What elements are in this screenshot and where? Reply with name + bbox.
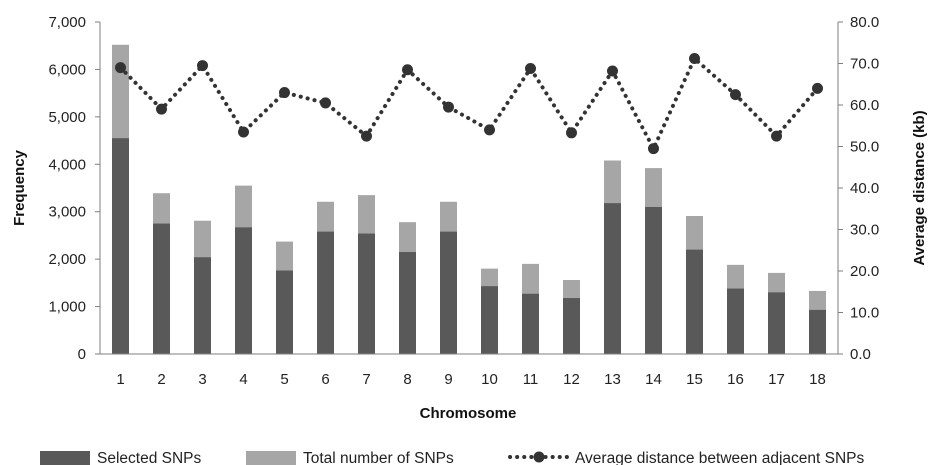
x-tick-label-17: 17 xyxy=(768,371,785,388)
x-tick-label-9: 9 xyxy=(444,371,452,388)
bar-selected-snps-chr-15 xyxy=(686,249,703,354)
avg-distance-point-chr-3 xyxy=(197,60,208,72)
x-tick-label-6: 6 xyxy=(321,371,329,388)
avg-distance-point-chr-14 xyxy=(648,143,659,155)
avg-distance-point-chr-11 xyxy=(525,62,536,74)
y2-tick-label: 50.0 xyxy=(850,139,879,156)
x-tick-label-8: 8 xyxy=(403,371,411,388)
x-axis-title: Chromosome xyxy=(420,405,517,422)
line-layer xyxy=(115,53,823,155)
bar-selected-snps-chr-16 xyxy=(727,288,744,354)
x-tick-label-15: 15 xyxy=(686,371,703,388)
bar-selected-snps-chr-10 xyxy=(481,286,498,354)
bar-selected-snps-chr-9 xyxy=(440,231,457,354)
x-tick-label-13: 13 xyxy=(604,371,621,388)
avg-distance-point-chr-7 xyxy=(361,130,372,142)
avg-distance-point-chr-8 xyxy=(402,64,413,76)
avg-distance-line xyxy=(118,55,820,154)
y-tick-label: 7,000 xyxy=(48,14,86,31)
y-tick-label: 3,000 xyxy=(48,204,86,221)
bar-selected-snps-chr-6 xyxy=(317,231,334,354)
x-tick-label-3: 3 xyxy=(198,371,206,388)
y-tick-label: 4,000 xyxy=(48,156,86,173)
bar-selected-snps-chr-8 xyxy=(399,252,416,354)
bar-selected-snps-chr-17 xyxy=(768,292,785,354)
avg-distance-point-chr-6 xyxy=(320,97,331,109)
y-tick-label: 0 xyxy=(78,346,86,363)
bar-selected-snps-chr-13 xyxy=(604,203,621,354)
y2-tick-label: 70.0 xyxy=(850,56,879,73)
y-tick-label: 5,000 xyxy=(48,109,86,126)
y-tick-label: 6,000 xyxy=(48,61,86,78)
legend-label-avg-distance: Average distance between adjacent SNPs xyxy=(575,450,864,465)
y-tick-label: 1,000 xyxy=(48,299,86,316)
legend: Selected SNPs Total number of SNPs Avera… xyxy=(40,450,864,465)
bar-selected-snps-chr-2 xyxy=(153,223,170,354)
y2-tick-label: 40.0 xyxy=(850,180,879,197)
legend-label-total-snps: Total number of SNPs xyxy=(303,450,454,465)
y-axis-title: Frequency xyxy=(11,149,28,226)
x-tick-label-2: 2 xyxy=(157,371,165,388)
x-tick-label-12: 12 xyxy=(563,371,580,388)
x-tick-label-18: 18 xyxy=(809,371,826,388)
y2-tick-label: 0.0 xyxy=(850,346,871,363)
x-tick-label-11: 11 xyxy=(523,371,539,388)
x-tick-label-1: 1 xyxy=(116,371,124,388)
avg-distance-point-chr-18 xyxy=(812,82,823,94)
avg-distance-point-chr-10 xyxy=(484,124,495,136)
avg-distance-point-chr-1 xyxy=(115,62,126,74)
tick-labels-layer: 0 1,000 2,000 3,000 4,000 5,000 6,000 7,000 0.0 1… xyxy=(48,14,879,388)
y2-axis-title: Average distance (kb) xyxy=(911,110,928,265)
bar-selected-snps-chr-18 xyxy=(809,309,826,354)
avg-distance-point-chr-4 xyxy=(238,126,249,138)
x-tick-label-4: 4 xyxy=(239,371,247,388)
y2-tick-label: 30.0 xyxy=(850,222,879,239)
avg-distance-point-chr-2 xyxy=(156,103,167,115)
bar-selected-snps-chr-1 xyxy=(112,138,129,354)
avg-distance-point-chr-15 xyxy=(689,53,700,65)
avg-distance-point-chr-5 xyxy=(279,87,290,99)
legend-marker-avg-distance xyxy=(533,451,545,463)
y2-tick-label: 80.0 xyxy=(850,14,879,31)
y2-tick-label: 20.0 xyxy=(850,263,879,280)
x-tick-label-14: 14 xyxy=(645,371,662,388)
legend-label-selected-snps: Selected SNPs xyxy=(97,450,201,465)
avg-distance-point-chr-12 xyxy=(566,127,577,139)
bar-selected-snps-chr-7 xyxy=(358,233,375,354)
bars-layer xyxy=(112,44,826,354)
bar-selected-snps-chr-12 xyxy=(563,298,580,354)
avg-distance-point-chr-17 xyxy=(771,130,782,142)
avg-distance-point-chr-16 xyxy=(730,89,741,101)
x-tick-label-5: 5 xyxy=(280,371,288,388)
bar-selected-snps-chr-5 xyxy=(276,270,293,354)
bar-selected-snps-chr-11 xyxy=(522,293,539,354)
legend-swatch-total-snps xyxy=(246,451,296,465)
y2-tick-label: 10.0 xyxy=(850,305,879,322)
avg-distance-point-chr-13 xyxy=(607,65,618,77)
axes-layer xyxy=(95,21,843,355)
x-tick-label-10: 10 xyxy=(481,371,498,388)
y2-tick-label: 60.0 xyxy=(850,97,879,114)
legend-swatch-selected-snps xyxy=(40,451,90,465)
avg-distance-point-chr-9 xyxy=(443,101,454,113)
x-tick-label-7: 7 xyxy=(362,371,370,388)
y-tick-label: 2,000 xyxy=(48,251,86,268)
bar-selected-snps-chr-14 xyxy=(645,206,662,354)
x-tick-label-16: 16 xyxy=(727,371,744,388)
bar-selected-snps-chr-4 xyxy=(235,227,252,354)
bar-selected-snps-chr-3 xyxy=(194,257,211,354)
